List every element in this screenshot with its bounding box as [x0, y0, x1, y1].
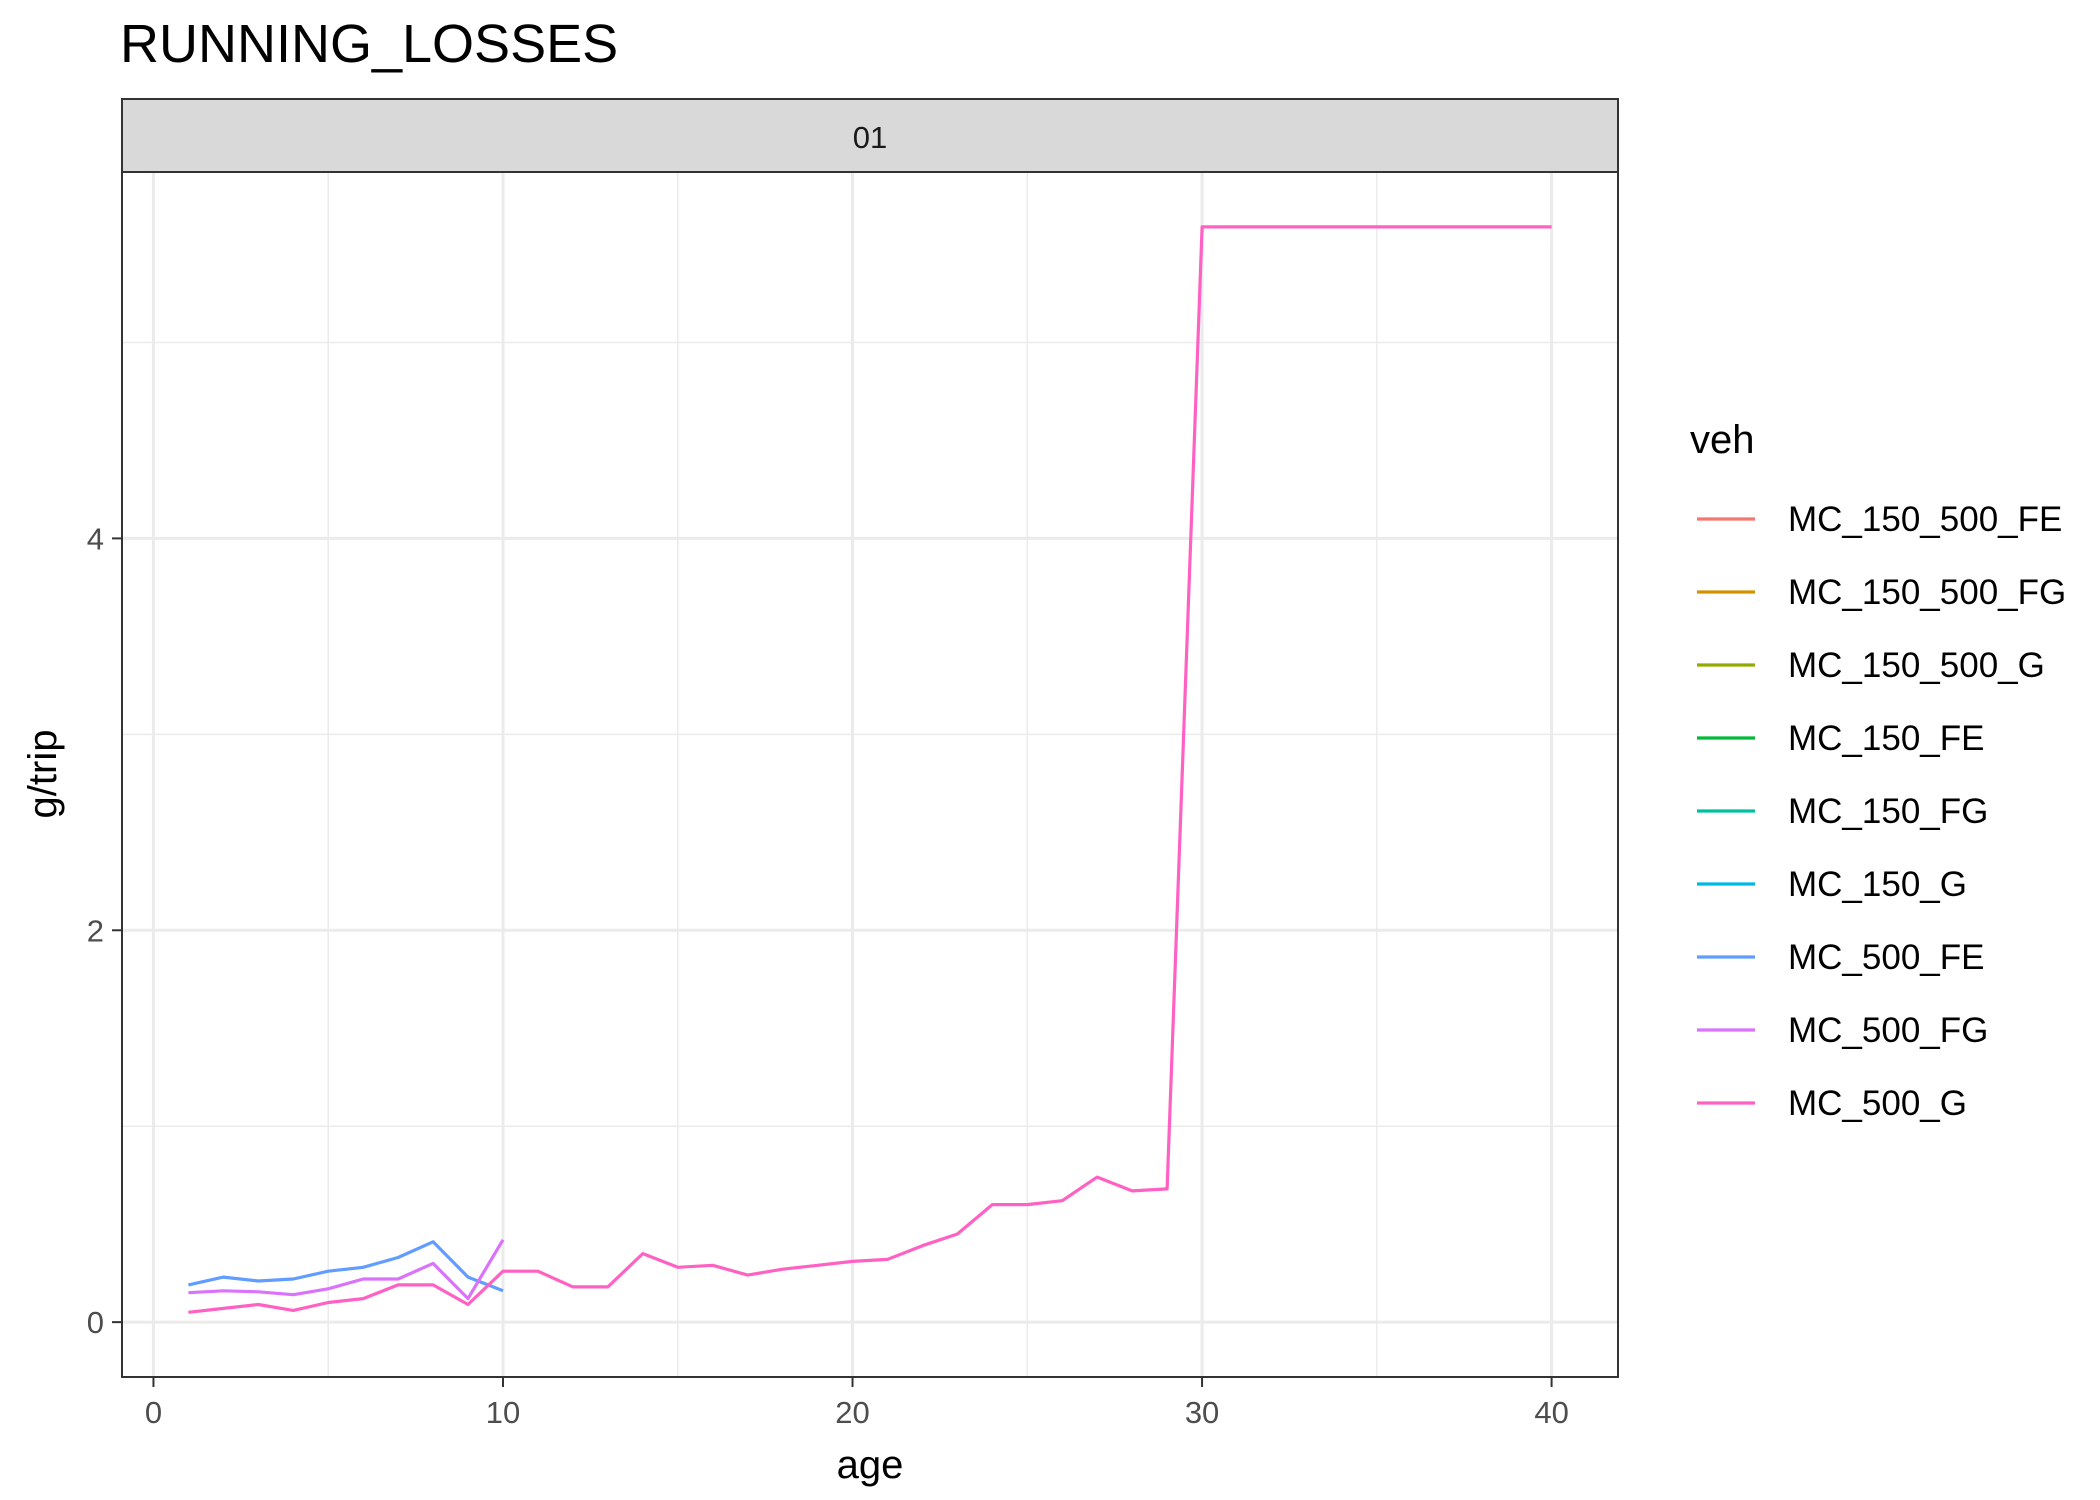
legend-label: MC_500_FE: [1788, 938, 1984, 977]
series-line-mc-500-g: [188, 225, 1552, 1314]
plot-panel: [122, 172, 1618, 1377]
chart-title: RUNNING_LOSSES: [120, 14, 618, 74]
legend-label: MC_500_FG: [1788, 1011, 1988, 1050]
x-axis-title: age: [837, 1443, 904, 1487]
legend-label: MC_150_FG: [1788, 792, 1988, 831]
plot-border: [121, 171, 1619, 1378]
grid-minor: [122, 172, 1618, 1377]
y-tick-label: 4: [87, 521, 104, 556]
series-lines: [188, 225, 1552, 1314]
legend-label: MC_150_500_FG: [1788, 573, 2066, 612]
series-line-mc-500-fg: [188, 1238, 505, 1301]
y-tick-label: 2: [87, 913, 104, 948]
facet-strip: [121, 98, 1619, 173]
grid-major: [122, 172, 1618, 1377]
legend-label: MC_150_500_FE: [1788, 500, 2062, 539]
legend-label: MC_150_G: [1788, 865, 1967, 904]
legend-label: MC_500_G: [1788, 1084, 1967, 1123]
legend: veh MC_150_500_FE MC_150_500_FG MC_150_500…: [1690, 418, 2066, 1123]
legend-label: MC_150_500_G: [1788, 646, 2045, 685]
facet-label: 01: [853, 120, 887, 155]
axis-ticks: 0 10 20 30 40 0 2 4: [87, 521, 1569, 1430]
y-tick-label: 0: [87, 1305, 104, 1340]
x-tick-label: 0: [145, 1395, 162, 1430]
y-axis-title: g/trip: [21, 730, 65, 819]
series-line-mc-500-fe: [188, 1240, 504, 1293]
x-tick-label: 40: [1534, 1395, 1568, 1430]
x-tick-label: 20: [835, 1395, 869, 1430]
legend-title: veh: [1690, 418, 1755, 462]
x-tick-label: 30: [1185, 1395, 1219, 1430]
x-tick-label: 10: [486, 1395, 520, 1430]
legend-label: MC_150_FE: [1788, 719, 1984, 758]
